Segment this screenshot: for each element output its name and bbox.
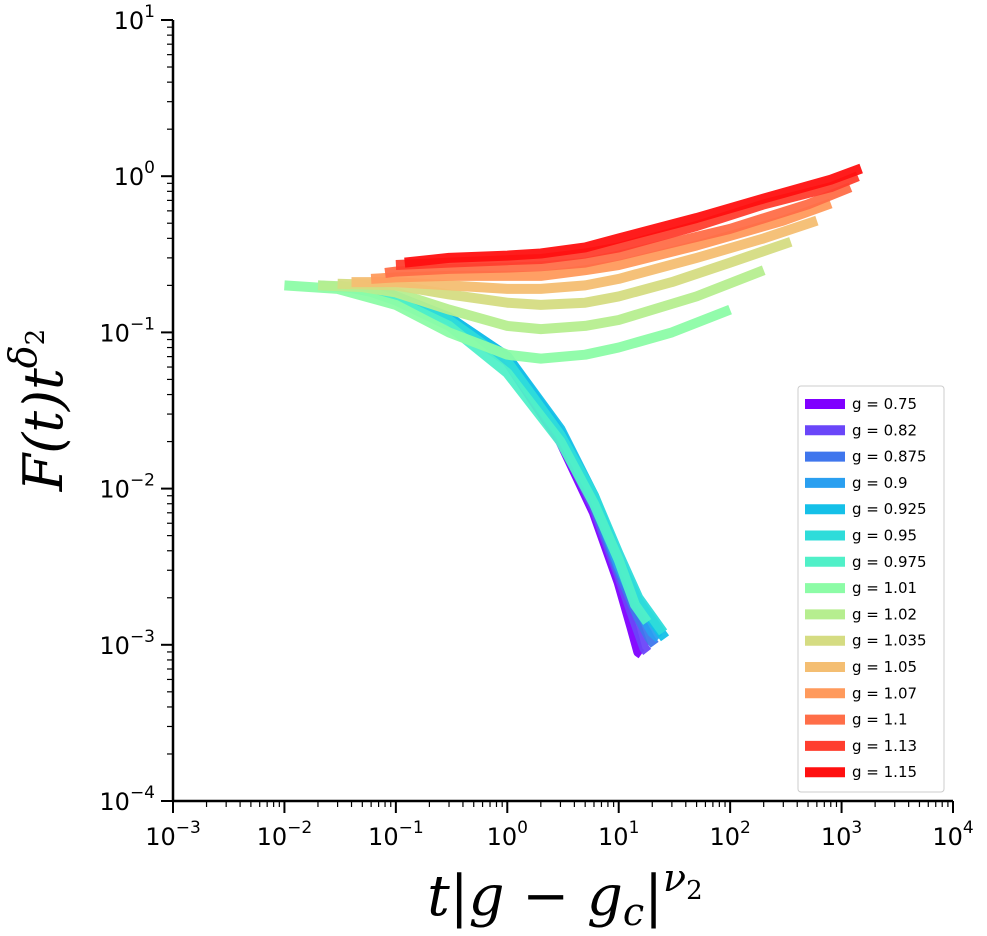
legend-label-8: g = 1.02 xyxy=(852,605,917,623)
legend-label-1: g = 0.82 xyxy=(852,421,917,439)
x-axis-label: t|g − gc|ν2 xyxy=(427,856,702,934)
legend-label-6: g = 0.975 xyxy=(852,553,927,571)
legend-label-14: g = 1.15 xyxy=(852,763,917,781)
x-tick-label: 100 xyxy=(487,818,528,851)
legend-label-5: g = 0.95 xyxy=(852,527,917,545)
x-tick-label: 10−2 xyxy=(257,818,313,851)
legend-label-2: g = 0.875 xyxy=(852,448,927,466)
x-tick-label: 103 xyxy=(821,818,862,851)
legend-label-3: g = 0.9 xyxy=(852,474,907,492)
axes xyxy=(171,20,953,803)
series-layer xyxy=(284,163,863,659)
series-line-10 xyxy=(351,215,819,294)
x-tick-label: 102 xyxy=(709,818,750,851)
legend-label-10: g = 1.05 xyxy=(852,658,917,676)
y-tick-label: 10−4 xyxy=(99,783,155,816)
y-tick-label: 10−2 xyxy=(99,471,155,504)
series-line-0 xyxy=(360,280,645,659)
y-tick-label: 10−1 xyxy=(99,314,155,347)
y-tick-label: 10−3 xyxy=(99,627,155,660)
legend: g = 0.75 g = 0.82 g = 0.875 g = 0.9 g = 0.92… xyxy=(797,385,945,793)
series-line-12 xyxy=(384,182,853,278)
legend-label-12: g = 1.1 xyxy=(852,711,907,729)
series-line-9 xyxy=(337,237,793,310)
x-tick-label: 104 xyxy=(932,818,973,851)
series-line-2 xyxy=(360,280,659,648)
legend-label-0: g = 0.75 xyxy=(852,395,917,413)
x-tick-label: 10−1 xyxy=(368,818,424,851)
legend-label-4: g = 0.925 xyxy=(852,500,927,518)
series-line-14 xyxy=(404,163,863,268)
y-tick-label: 100 xyxy=(114,158,155,191)
x-tick-label: 10−3 xyxy=(145,818,201,851)
y-axis-label: F(t)tδ2 xyxy=(1,329,75,492)
y-tick-label: 101 xyxy=(114,2,155,35)
legend-label-13: g = 1.13 xyxy=(852,737,917,755)
y-ticks: 10−4 10−3 10−2 10−1 100 101 xyxy=(99,2,173,816)
x-ticks: 10−3 10−2 10−1 100 101 102 103 104 xyxy=(145,801,974,851)
legend-label-7: g = 1.01 xyxy=(852,579,917,597)
series-line-7 xyxy=(284,280,732,364)
legend-label-11: g = 1.07 xyxy=(852,684,917,702)
series-line-11 xyxy=(370,198,833,284)
legend-label-9: g = 1.035 xyxy=(852,632,927,650)
x-tick-label: 101 xyxy=(598,818,639,851)
series-line-1 xyxy=(360,280,652,655)
